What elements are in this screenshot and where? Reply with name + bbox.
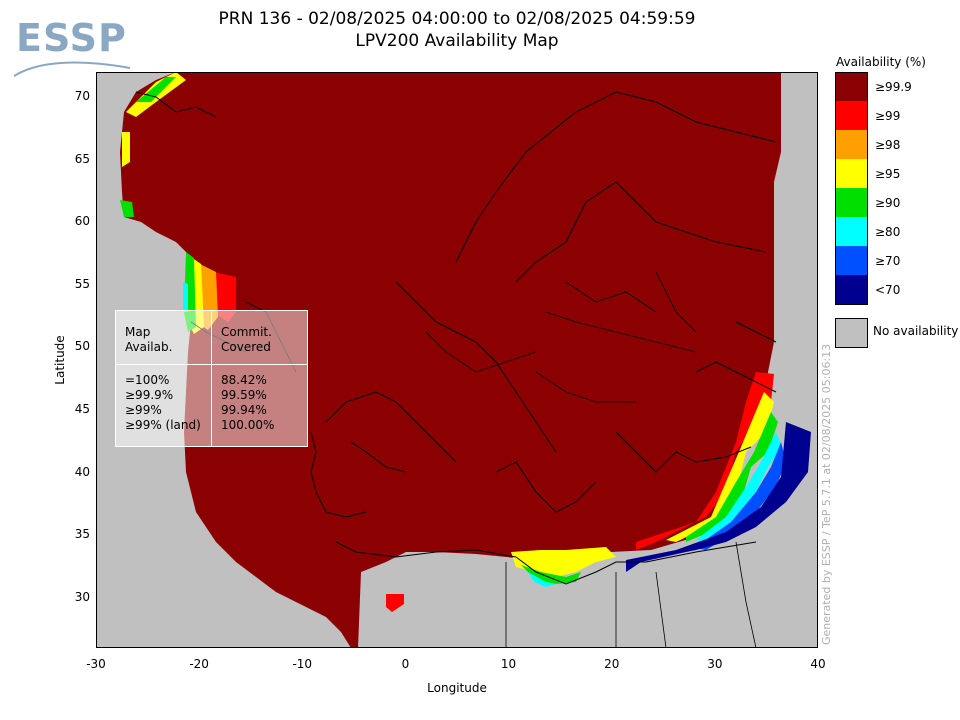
legend-swatch [835,188,868,217]
region-east-green [686,412,778,542]
region-99-9 [120,72,781,648]
legend-swatch [835,217,868,246]
y-tick-label: 35 [74,527,90,542]
legend-label: ≥70 [875,254,901,268]
region-sw-red [386,594,404,612]
stats-row-label: ≥99% [125,403,162,417]
legend-label: ≥80 [875,225,901,239]
stats-header-map-availab: Map Availab. [125,325,173,354]
y-tick-label: 50 [74,339,90,354]
legend-label: ≥95 [875,167,901,181]
region-east-cyan [696,432,782,542]
map-frame [96,72,818,648]
stats-box: Map Availab. Commit. Covered =100% 88.42… [115,310,308,447]
y-tick-label: 40 [74,464,90,479]
coastlines [135,91,777,585]
x-tick-label: -30 [86,657,106,671]
stats-row-value: 100.00% [221,418,275,432]
legend-label: <70 [875,283,901,297]
y-tick-label: 65 [74,151,90,166]
legend-label: ≥99.9 [875,80,912,94]
region-east-red [636,372,774,550]
y-tick-label: 70 [74,89,90,104]
stats-row-value: 88.42% [221,373,267,387]
legend-swatch [835,275,868,305]
region-east-darkblue [626,422,811,572]
legend-label: ≥99 [875,109,901,123]
x-tick-label: 10 [500,657,517,671]
y-tick-label: 55 [74,276,90,291]
stats-row-label: ≥99% (land) [125,418,201,432]
stats-divider [116,311,212,446]
x-tick-label: -10 [292,657,313,671]
y-tick-label: 30 [74,589,90,604]
map-title: PRN 136 - 02/08/2025 04:00:00 to 02/08/2… [218,9,696,29]
legend-swatch [835,101,868,130]
stats-row-value: 99.59% [221,388,267,402]
logo-text: ESSP [16,16,127,60]
legend-swatch-no-availability [835,318,868,348]
legend-label-no-availability: No availability [873,324,959,338]
y-axis-label: Latitude [53,335,67,385]
x-axis-label: Longitude [427,681,487,695]
region-south-yellow [511,547,616,577]
x-tick-label: 40 [810,657,826,671]
x-tick-label: 0 [401,657,410,671]
region-nw-2 [136,77,176,102]
legend-swatch [835,130,868,159]
y-tick-label: 60 [74,214,90,229]
y-tick-label: 45 [74,402,90,417]
logo-arc-icon [13,61,131,77]
essp-logo: ESSP [10,14,131,84]
x-tick-label: -20 [189,657,209,671]
legend-swatch [835,159,868,188]
stats-header-commit-covered: Commit. Covered [221,325,272,354]
stats-row-value: 99.94% [221,403,267,417]
legend-label: ≥90 [875,196,901,210]
region-south-cyan [528,572,556,587]
generated-note: Generated by ESSP / TeP 5.7.1 at 02/08/2… [820,343,833,645]
legend-swatch [835,246,868,275]
region-east-blue [694,442,786,550]
stats-row-label: =100% [125,373,170,387]
x-tick-label: 30 [707,657,723,671]
region-nw-3 [122,132,130,167]
x-tick-label: 20 [604,657,620,671]
map-subtitle: LPV200 Availability Map [355,31,559,51]
region-west-cyan [183,282,188,312]
legend-title: Availability (%) [836,55,926,69]
borders [425,271,757,648]
stats-row-label: ≥99.9% [125,388,174,402]
region-west-red [214,272,236,322]
legend-label: ≥98 [875,138,901,152]
region-nw-4 [120,200,134,217]
legend-swatch [835,72,868,102]
